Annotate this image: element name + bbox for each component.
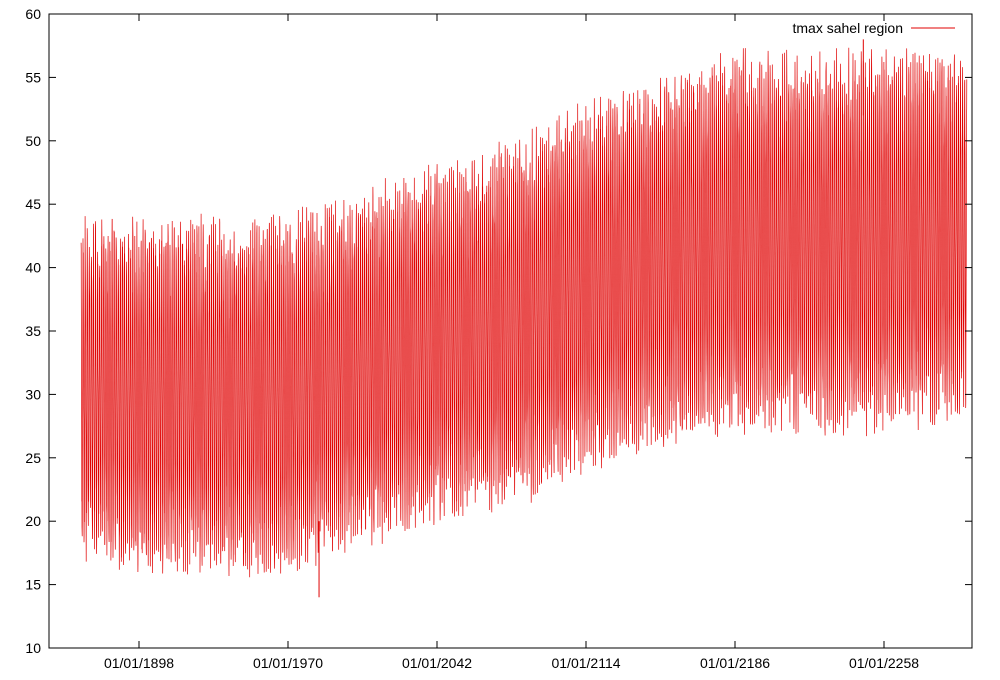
y-tick-label: 30 <box>25 386 41 402</box>
y-tick-label: 45 <box>25 196 41 212</box>
y-tick-label: 25 <box>25 450 41 466</box>
y-tick-label: 50 <box>25 133 41 149</box>
series-line <box>80 47 968 578</box>
y-axis: 10 15 20 25 30 35 40 45 50 55 60 <box>25 6 972 656</box>
x-tick-label: 01/01/2258 <box>849 655 919 671</box>
y-tick-label: 15 <box>25 577 41 593</box>
y-tick-label: 35 <box>25 323 41 339</box>
y-tick-label: 60 <box>25 6 41 22</box>
legend-label: tmax sahel region <box>792 20 903 36</box>
y-tick-label: 20 <box>25 513 41 529</box>
x-axis: 01/01/1898 01/01/1970 01/01/2042 01/01/2114… <box>104 14 919 671</box>
x-tick-label: 01/01/1970 <box>253 655 323 671</box>
legend: tmax sahel region <box>792 20 955 36</box>
y-tick-label: 40 <box>25 260 41 276</box>
x-tick-label: 01/01/2186 <box>700 655 770 671</box>
series-layer <box>80 39 968 598</box>
x-tick-label: 01/01/2042 <box>402 655 472 671</box>
x-tick-label: 01/01/2114 <box>551 655 620 671</box>
y-tick-label: 55 <box>25 69 41 85</box>
x-tick-label: 01/01/1898 <box>104 655 174 671</box>
y-tick-label: 10 <box>25 640 41 656</box>
